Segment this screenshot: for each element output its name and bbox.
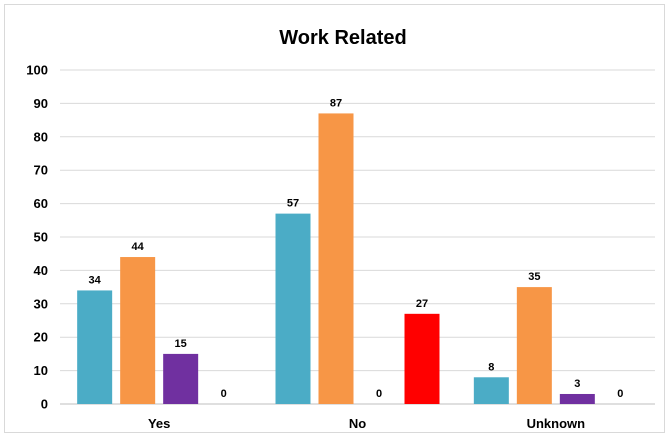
y-tick-label: 100 [26,63,48,78]
bar [120,257,156,404]
y-tick-label: 40 [34,263,48,278]
chart-title: Work Related [279,27,406,49]
data-label: 8 [488,361,494,373]
y-tick-label: 30 [34,296,48,311]
bars [77,113,595,405]
data-labels: 34 44 15 0 57 87 0 27 8 35 3 0 [89,97,624,400]
data-label: 0 [376,388,382,400]
y-tick-label: 90 [34,96,48,111]
y-axis: 0 10 20 30 40 50 60 70 80 90 100 [26,63,48,412]
bar [559,393,595,404]
data-label: 34 [89,274,102,286]
bar [163,353,199,404]
data-label: 35 [528,271,540,283]
data-label: 0 [617,388,623,400]
y-tick-label: 60 [34,196,48,211]
y-tick-label: 10 [34,363,48,378]
bar [473,377,509,404]
x-axis: Yes No Unknown [148,416,585,431]
y-tick-label: 80 [34,129,48,144]
bar [404,313,440,404]
data-label: 27 [416,298,428,310]
bar [275,213,311,404]
x-tick-label: No [349,416,366,431]
data-label: 15 [175,338,187,350]
data-label: 3 [574,378,580,390]
bar [516,287,552,404]
data-label: 57 [287,198,299,210]
x-tick-label: Yes [148,416,170,431]
y-tick-label: 0 [41,397,48,412]
bar [77,290,113,404]
y-tick-label: 50 [34,230,48,245]
x-tick-label: Unknown [527,416,586,431]
data-label: 0 [221,388,227,400]
bar [318,113,354,405]
y-tick-label: 70 [34,163,48,178]
y-tick-label: 20 [34,330,48,345]
data-label: 87 [330,97,342,109]
gridlines [60,69,655,405]
data-label: 44 [132,241,145,253]
